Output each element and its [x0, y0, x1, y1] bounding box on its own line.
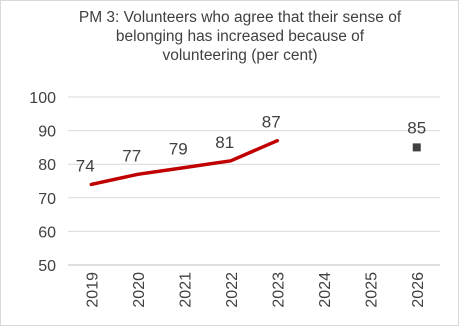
data-label: 74 [76, 156, 95, 175]
data-label: 79 [169, 140, 188, 159]
x-tick-label: 2019 [84, 272, 101, 308]
x-tick-label: 2022 [224, 272, 241, 308]
y-tick-label: 90 [38, 124, 56, 141]
y-tick-label: 60 [38, 224, 56, 241]
target-label: 85 [407, 118, 426, 137]
y-tick-label: 50 [38, 258, 56, 275]
y-tick-label: 100 [29, 90, 56, 107]
y-tick-label: 70 [38, 191, 56, 208]
chart-title-line-2: belonging has increased because of [115, 28, 365, 45]
chart-title: PM 3: Volunteers who agree that their se… [55, 8, 425, 65]
target-marker [412, 143, 421, 152]
data-label: 77 [122, 146, 141, 165]
x-tick-label: 2025 [363, 272, 380, 308]
data-label: 87 [262, 113, 281, 132]
y-tick-label: 80 [38, 157, 56, 174]
x-tick-label: 2024 [317, 272, 334, 308]
x-tick-label: 2026 [410, 272, 427, 308]
series-line [89, 138, 280, 187]
chart-title-line-1: PM 3: Volunteers who agree that their se… [78, 9, 402, 26]
chart-title-line-3: volunteering (per cent) [162, 47, 318, 64]
x-tick-label: 2021 [177, 272, 194, 308]
x-tick-label: 2020 [131, 272, 148, 308]
data-label: 81 [215, 133, 234, 152]
x-tick-label: 2023 [270, 272, 287, 308]
